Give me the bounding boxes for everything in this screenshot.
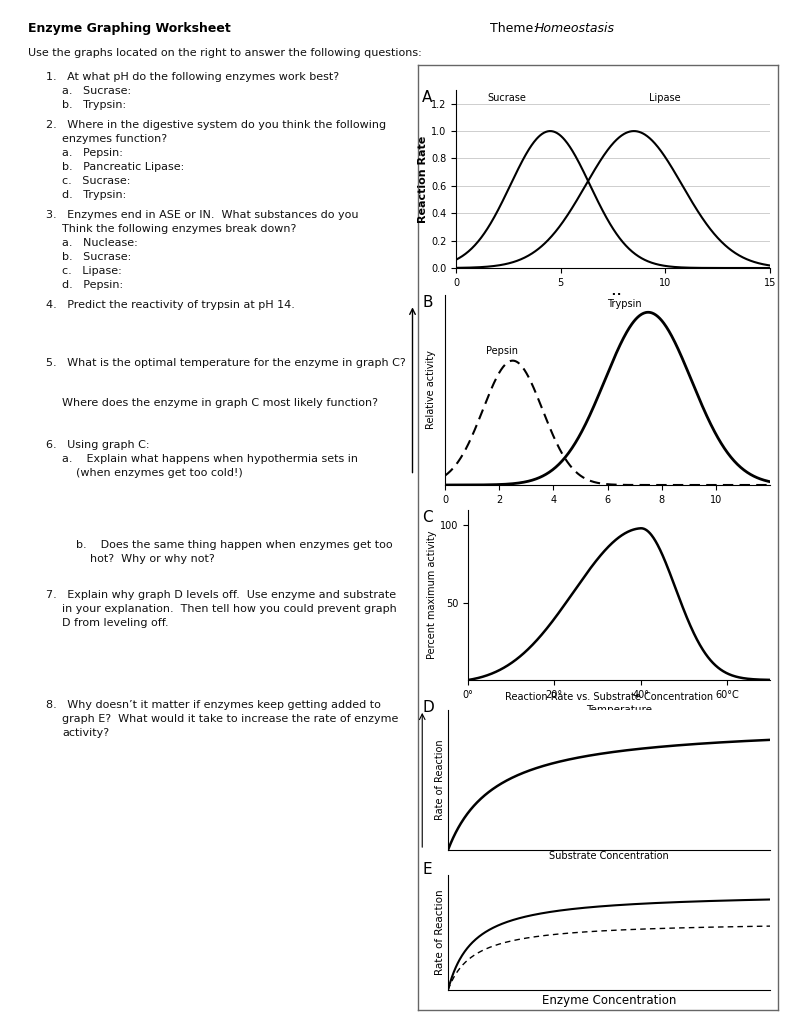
- Text: 4.   Predict the reactivity of trypsin at pH 14.: 4. Predict the reactivity of trypsin at …: [46, 300, 295, 310]
- X-axis label: Enzyme Concentration: Enzyme Concentration: [542, 994, 676, 1008]
- X-axis label: Temperature: Temperature: [586, 706, 652, 716]
- Text: d.   Trypsin:: d. Trypsin:: [62, 190, 127, 200]
- Text: c.   Lipase:: c. Lipase:: [62, 266, 122, 276]
- Text: b.   Sucrase:: b. Sucrase:: [62, 252, 131, 262]
- Text: a.   Sucrase:: a. Sucrase:: [62, 86, 131, 96]
- Text: C: C: [422, 510, 433, 525]
- Text: 7.   Explain why graph D levels off.  Use enzyme and substrate: 7. Explain why graph D levels off. Use e…: [46, 590, 396, 600]
- Text: B: B: [422, 295, 433, 310]
- Text: graph E?  What would it take to increase the rate of enzyme: graph E? What would it take to increase …: [62, 714, 399, 724]
- Text: 1.   At what pH do the following enzymes work best?: 1. At what pH do the following enzymes w…: [46, 72, 339, 82]
- Text: Reaction Rate vs. Substrate Concentration: Reaction Rate vs. Substrate Concentratio…: [505, 692, 713, 702]
- Text: Enzyme Graphing Worksheet: Enzyme Graphing Worksheet: [28, 22, 231, 35]
- Text: Think the following enzymes break down?: Think the following enzymes break down?: [62, 224, 297, 234]
- Y-axis label: Reaction Rate: Reaction Rate: [418, 135, 428, 222]
- X-axis label: Substrate Concentration: Substrate Concentration: [549, 851, 669, 861]
- Text: 6.   Using graph C:: 6. Using graph C:: [46, 440, 149, 450]
- Text: 8.   Why doesn’t it matter if enzymes keep getting added to: 8. Why doesn’t it matter if enzymes keep…: [46, 700, 381, 710]
- Text: A: A: [422, 90, 433, 105]
- X-axis label: pH: pH: [604, 293, 622, 303]
- Text: a.   Pepsin:: a. Pepsin:: [62, 148, 123, 158]
- Text: Trypsin: Trypsin: [607, 299, 642, 309]
- Text: activity?: activity?: [62, 728, 109, 738]
- X-axis label: pH: pH: [600, 510, 615, 520]
- Text: 5.   What is the optimal temperature for the enzyme in graph C?: 5. What is the optimal temperature for t…: [46, 358, 406, 368]
- Text: Where does the enzyme in graph C most likely function?: Where does the enzyme in graph C most li…: [62, 398, 378, 408]
- Text: enzymes function?: enzymes function?: [62, 134, 167, 144]
- Y-axis label: Rate of Reaction: Rate of Reaction: [435, 739, 445, 820]
- Text: Theme:: Theme:: [490, 22, 546, 35]
- Text: 3.   Enzymes end in ASE or IN.  What substances do you: 3. Enzymes end in ASE or IN. What substa…: [46, 210, 358, 220]
- Text: D: D: [422, 700, 433, 715]
- Text: Sucrase: Sucrase: [487, 93, 526, 103]
- Text: Pepsin: Pepsin: [486, 346, 517, 355]
- Text: b.    Does the same thing happen when enzymes get too: b. Does the same thing happen when enzym…: [76, 540, 392, 550]
- Text: a.   Nuclease:: a. Nuclease:: [62, 238, 138, 248]
- Text: Use the graphs located on the right to answer the following questions:: Use the graphs located on the right to a…: [28, 48, 422, 58]
- Text: Relative activity: Relative activity: [426, 350, 436, 429]
- Text: in your explanation.  Then tell how you could prevent graph: in your explanation. Then tell how you c…: [62, 604, 397, 614]
- Text: b.   Trypsin:: b. Trypsin:: [62, 100, 126, 110]
- Y-axis label: Percent maximum activity: Percent maximum activity: [427, 530, 437, 659]
- Text: E: E: [422, 862, 432, 877]
- Text: b.   Pancreatic Lipase:: b. Pancreatic Lipase:: [62, 162, 184, 172]
- Text: c.   Sucrase:: c. Sucrase:: [62, 176, 131, 186]
- Text: d.   Pepsin:: d. Pepsin:: [62, 280, 123, 290]
- Text: D from leveling off.: D from leveling off.: [62, 618, 168, 628]
- Text: 2.   Where in the digestive system do you think the following: 2. Where in the digestive system do you …: [46, 120, 386, 130]
- Text: Lipase: Lipase: [649, 93, 680, 103]
- Text: Homeostasis: Homeostasis: [535, 22, 615, 35]
- Text: (when enzymes get too cold!): (when enzymes get too cold!): [76, 468, 243, 478]
- Text: a.    Explain what happens when hypothermia sets in: a. Explain what happens when hypothermia…: [62, 454, 358, 464]
- Y-axis label: Rate of Reaction: Rate of Reaction: [435, 890, 445, 975]
- Text: hot?  Why or why not?: hot? Why or why not?: [90, 554, 214, 564]
